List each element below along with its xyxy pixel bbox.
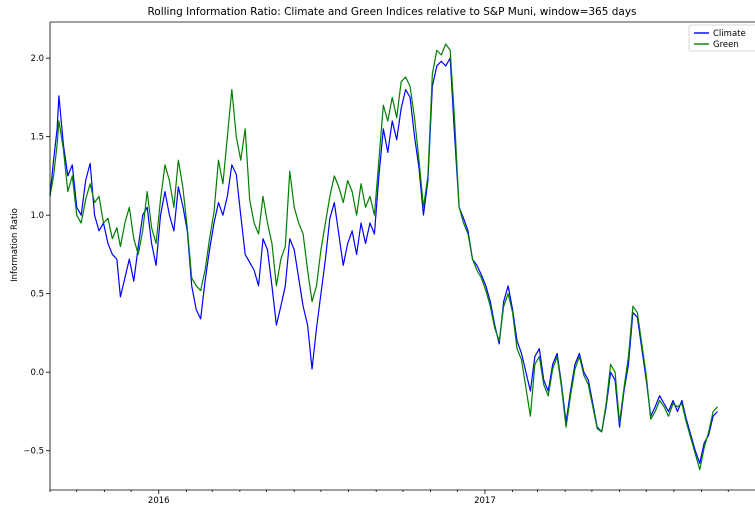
y-tick-label: 0.0 bbox=[30, 368, 44, 378]
y-axis-ticks: −0.5 0.0 0.5 1.0 1.5 2.0 bbox=[23, 54, 50, 457]
x-tick-label: 2016 bbox=[148, 496, 170, 506]
plot-frame bbox=[49, 21, 755, 491]
y-tick-label: 2.0 bbox=[30, 54, 44, 64]
y-tick-label: 0.5 bbox=[30, 290, 44, 300]
x-tick-label: 2017 bbox=[474, 496, 496, 506]
y-tick-label: 1.5 bbox=[30, 133, 44, 143]
y-tick-label: 1.0 bbox=[30, 211, 44, 221]
legend-label-green: Green bbox=[713, 40, 739, 50]
y-tick-label: −0.5 bbox=[23, 447, 44, 457]
series-line-green bbox=[49, 43, 719, 471]
legend-label-climate: Climate bbox=[713, 29, 746, 39]
y-axis-label: Information Ratio bbox=[10, 208, 20, 282]
series-layer bbox=[49, 43, 719, 471]
chart-title: Rolling Information Ratio: Climate and G… bbox=[147, 6, 636, 18]
